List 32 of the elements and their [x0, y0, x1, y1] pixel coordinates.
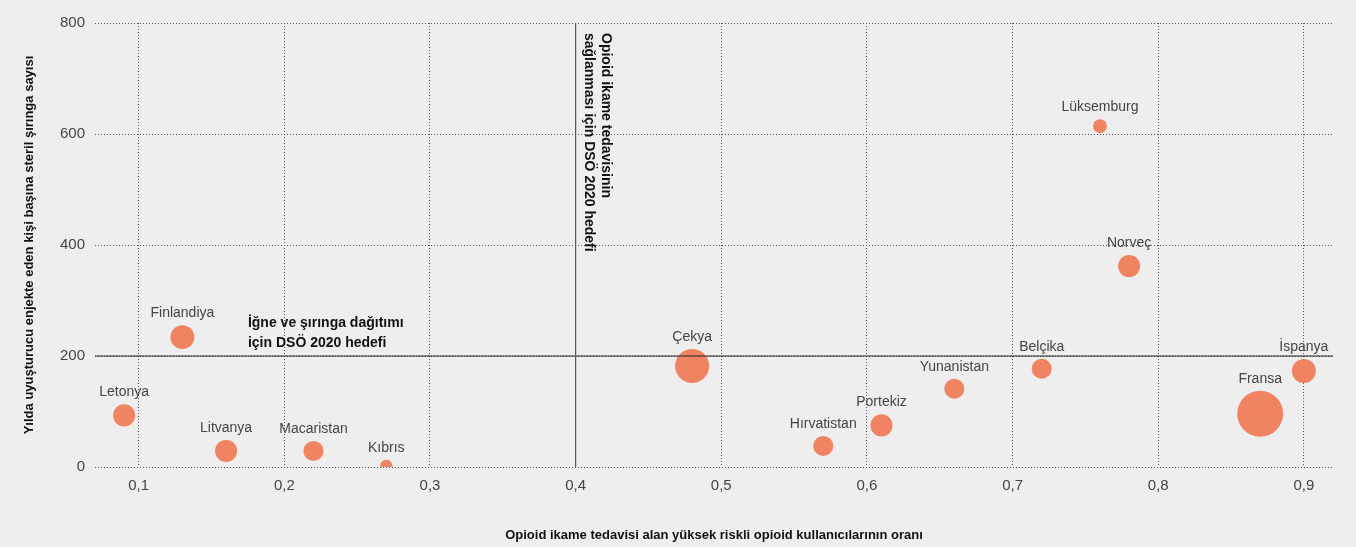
y-tick-label: 400 — [59, 235, 85, 253]
annotation: İspanya — [1279, 337, 1329, 355]
y-axis-title: Yılda uyuşturucu enjekte eden kişi başına steril şırınga sayısı — [21, 55, 37, 435]
annotation: Litvanya — [200, 418, 253, 435]
annotation: Çekya — [672, 327, 713, 344]
annotation: Kıbrıs — [368, 438, 405, 455]
annotation: Yunanistan — [919, 357, 989, 374]
annotation: Macaristan — [279, 419, 348, 436]
annotation: Finlandiya — [150, 304, 215, 321]
annotation: Portekiz — [856, 393, 907, 410]
annotation: Fransa — [1238, 369, 1283, 386]
x-tick-label: 0,7 — [1002, 476, 1024, 494]
annotation: Lüksemburg — [1061, 98, 1139, 115]
y-tick-label: 0 — [76, 457, 85, 475]
x-tick-label: 0,6 — [856, 476, 878, 494]
x-tick-label: 0,5 — [710, 476, 732, 494]
annotation: Letonya — [99, 383, 150, 400]
y-tick-label: 600 — [59, 124, 85, 142]
x-tick-label: 0,4 — [565, 476, 587, 494]
x-tick-label: 0,2 — [273, 476, 295, 494]
y-tick-label: 200 — [59, 346, 85, 364]
annotation: Norveç — [1106, 234, 1152, 251]
annotation: Hırvatistan — [789, 414, 857, 431]
ref-line-label: Opioid ikame tedavisinin sağlanması için DSÖ 2020 hedefi — [581, 33, 615, 252]
x-tick-label: 0,1 — [128, 476, 150, 494]
ref-line-label: İğne ve şırınga dağıtımı için DSÖ 2020 hedefi — [247, 313, 404, 350]
annotation: Belçika — [1019, 337, 1065, 354]
x-tick-label: 0,9 — [1293, 476, 1315, 494]
x-tick-label: 0,3 — [419, 476, 441, 494]
x-axis-title: Opioid ikame tedavisi alan yüksek riskli opioid kullanıcılarının oranı — [505, 526, 923, 542]
x-tick-label: 0,8 — [1147, 476, 1169, 494]
y-tick-label: 800 — [59, 13, 85, 31]
